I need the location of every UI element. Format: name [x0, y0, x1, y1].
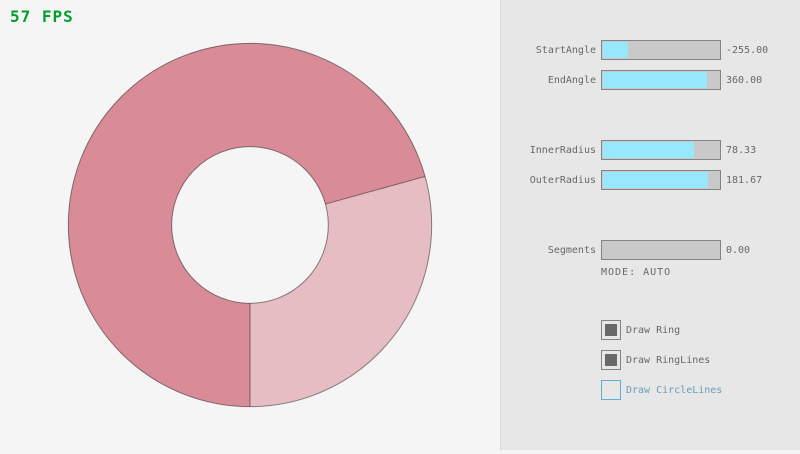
ring-inner-line — [171, 146, 329, 304]
inner-radius-slider[interactable] — [601, 140, 721, 160]
slider-label: OuterRadius — [529, 175, 596, 186]
slider-fill — [603, 172, 708, 188]
checkbox-label: Draw RingLines — [626, 355, 711, 366]
slider-row-start-angle: StartAngle -255.00 — [501, 40, 800, 60]
draw-circlelines-checkbox-row: Draw CircleLines — [601, 380, 800, 400]
fps-counter: 57 FPS — [10, 7, 74, 26]
ring-sector-light — [250, 176, 432, 407]
ring-radial-line-upper — [325, 175, 426, 205]
slider-value: 0.00 — [726, 245, 751, 256]
ring-sector-dark — [68, 43, 426, 407]
draw-ringlines-checkbox[interactable] — [601, 350, 621, 370]
draw-ringlines-checkbox-row: Draw RingLines — [601, 350, 800, 370]
slider-row-inner-radius: InnerRadius 78.33 — [501, 140, 800, 160]
start-angle-slider[interactable] — [601, 40, 721, 60]
end-angle-slider[interactable] — [601, 70, 721, 90]
ring-outer-line — [67, 42, 433, 408]
slider-row-end-angle: EndAngle 360.00 — [501, 70, 800, 90]
slider-value: -255.00 — [726, 45, 769, 56]
canvas-area: 57 FPS — [10, 7, 433, 408]
checkbox-label: Draw Ring — [626, 325, 681, 336]
slider-label: InnerRadius — [529, 145, 596, 156]
slider-label: EndAngle — [547, 75, 596, 86]
slider-value: 78.33 — [726, 145, 757, 156]
slider-fill — [603, 142, 694, 158]
checkbox-check-mark — [605, 354, 617, 366]
slider-value: 360.00 — [726, 75, 763, 86]
outer-radius-slider[interactable] — [601, 170, 721, 190]
slider-label: Segments — [547, 245, 596, 256]
ring-figure — [67, 42, 433, 408]
draw-circlelines-checkbox[interactable] — [601, 380, 621, 400]
draw-ring-checkbox-row: Draw Ring — [601, 320, 800, 340]
slider-fill — [603, 42, 628, 58]
segments-slider[interactable] — [601, 240, 721, 260]
checkbox-check-mark — [605, 324, 617, 336]
segments-mode-label: MODE: AUTO — [601, 267, 672, 278]
slider-fill — [603, 72, 707, 88]
checkbox-label: Draw CircleLines — [626, 385, 723, 396]
slider-label: StartAngle — [535, 45, 596, 56]
slider-value: 181.67 — [726, 175, 763, 186]
slider-row-outer-radius: OuterRadius 181.67 — [501, 170, 800, 190]
slider-row-segments: Segments 0.00 — [501, 240, 800, 260]
draw-ring-checkbox[interactable] — [601, 320, 621, 340]
control-panel: StartAngle -255.00 EndAngle 360.00 Inner… — [500, 0, 800, 450]
